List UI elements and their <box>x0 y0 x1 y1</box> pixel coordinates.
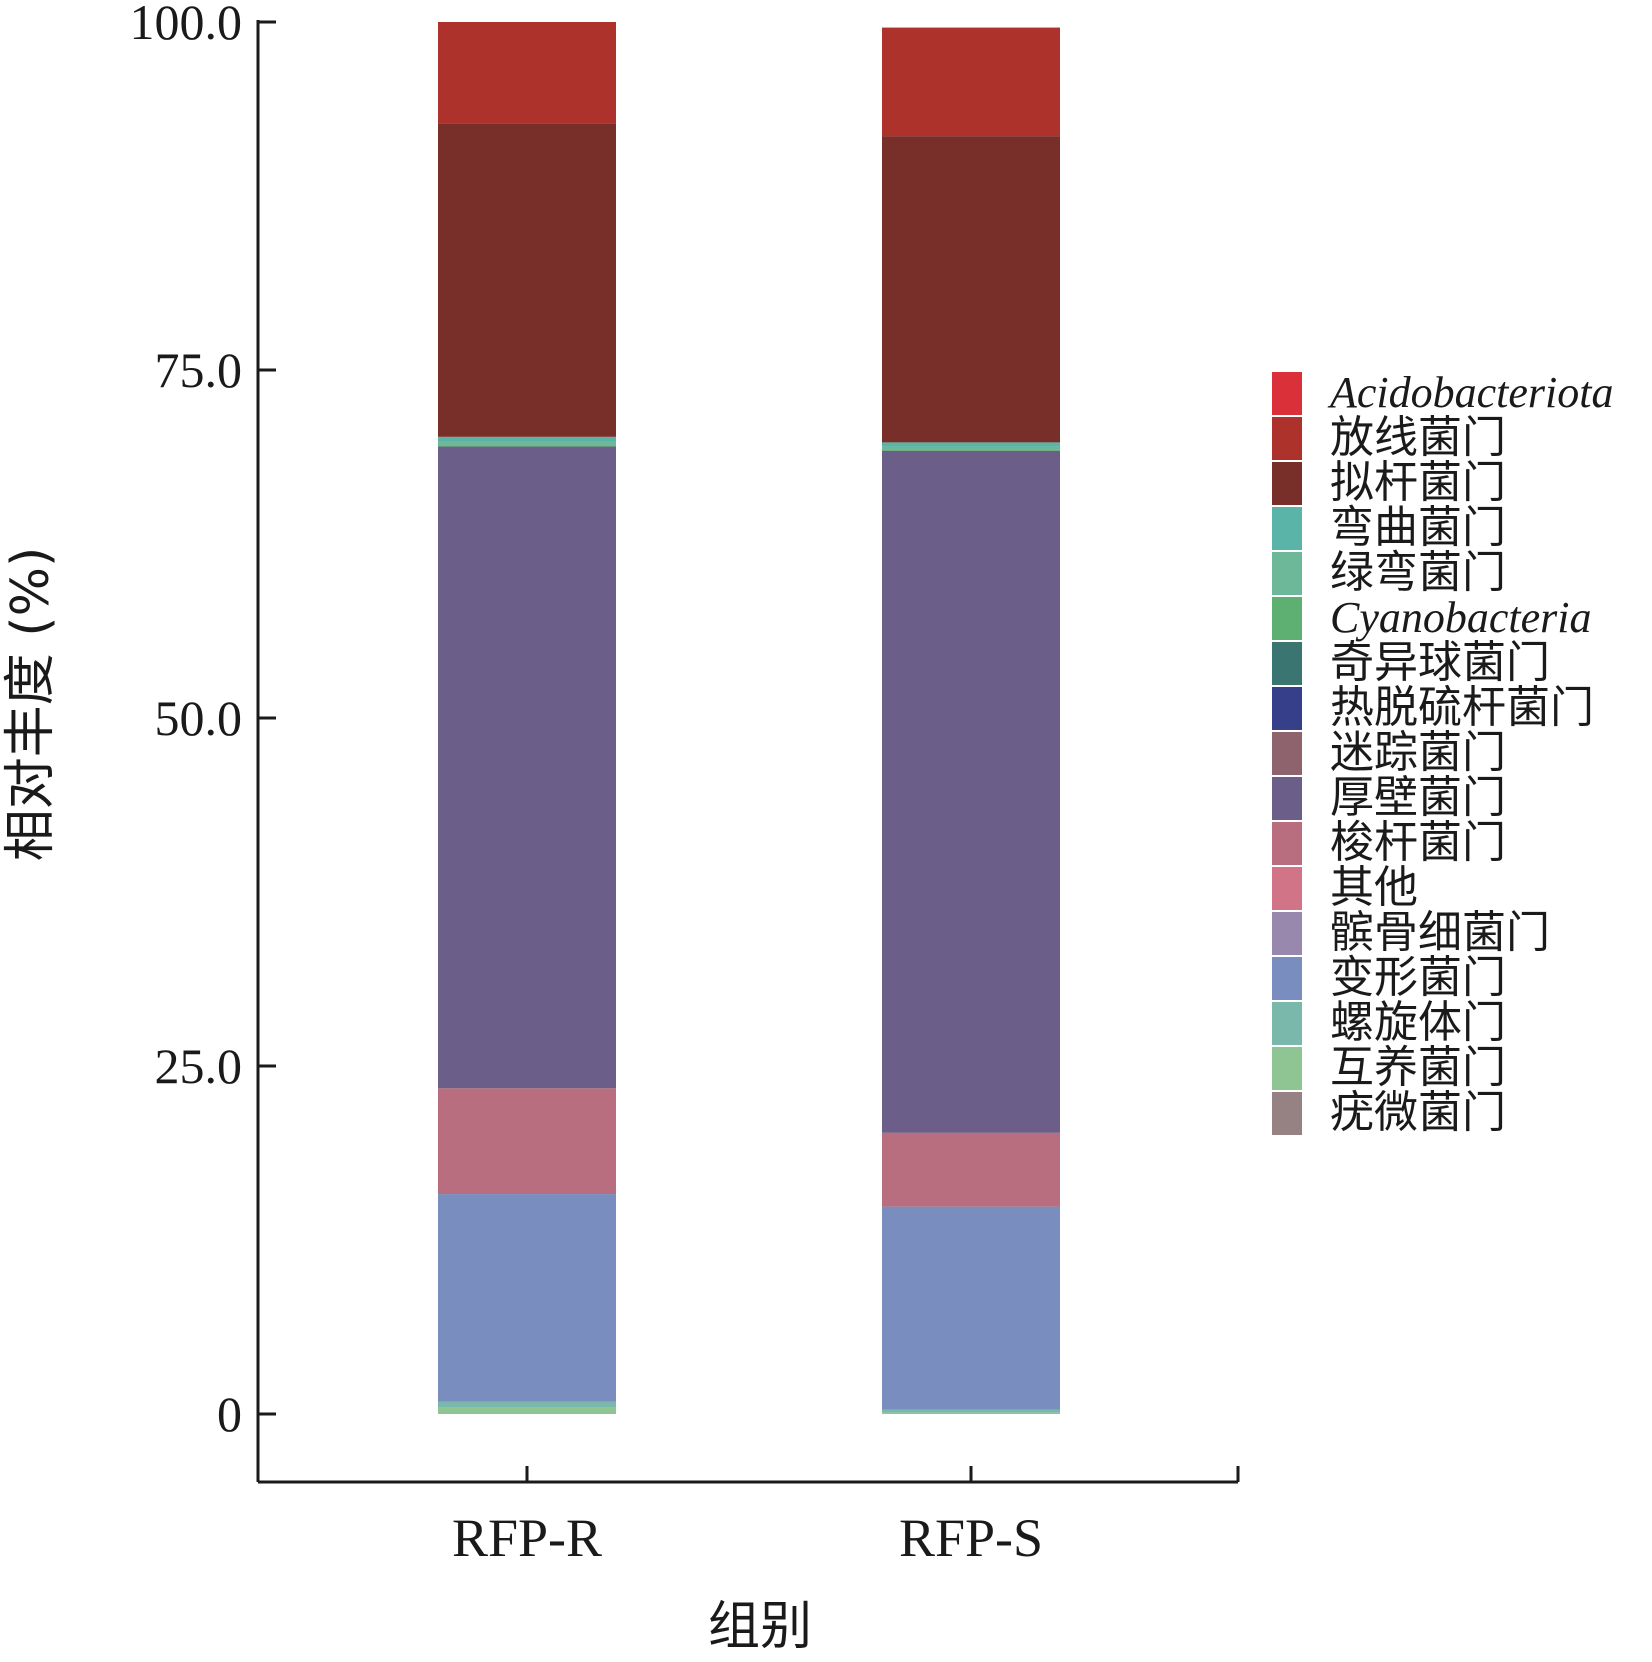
legend-label: Acidobacteriota <box>1327 368 1614 417</box>
bar-segment <box>438 1194 616 1402</box>
x-axis-title: 组别 <box>708 1597 812 1657</box>
bar-segment <box>438 436 616 441</box>
legend-swatch <box>1272 1002 1302 1045</box>
bar-segment <box>882 1206 1060 1410</box>
legend-label: 髌骨细菌门 <box>1330 907 1550 958</box>
bar-segment <box>882 1412 1060 1414</box>
legend-label: 其他 <box>1330 862 1418 913</box>
bar-segment <box>438 440 616 446</box>
legend-label: 绿弯菌门 <box>1330 547 1506 598</box>
y-axis-title: 相对丰度 (%) <box>1 547 61 862</box>
legend-swatch <box>1272 822 1302 865</box>
legend-swatch <box>1272 777 1302 820</box>
bar-segment <box>882 442 1060 447</box>
legend-label: 弯曲菌门 <box>1330 502 1506 553</box>
legend-label: 奇异球菌门 <box>1330 637 1550 688</box>
bar-segment <box>438 123 616 437</box>
y-tick-label: 50.0 <box>155 690 243 746</box>
bar-segment <box>438 1407 616 1414</box>
legend-swatch <box>1272 867 1302 910</box>
legend-label: 疣微菌门 <box>1330 1087 1506 1138</box>
y-tick-label: 25.0 <box>155 1038 243 1094</box>
y-tick-label: 75.0 <box>155 342 243 398</box>
legend-swatch <box>1272 642 1302 685</box>
legend-label: 放线菌门 <box>1330 412 1506 463</box>
bar-segment <box>882 1132 1060 1207</box>
bar-segment <box>438 1401 616 1408</box>
legend-label: 迷踪菌门 <box>1330 727 1506 778</box>
legend-label: Cyanobacteria <box>1330 593 1592 642</box>
legend-label: 变形菌门 <box>1330 952 1506 1003</box>
legend-swatch <box>1272 372 1302 415</box>
bar-segment <box>882 446 1060 450</box>
legend-swatch <box>1272 462 1302 505</box>
bar-segment <box>882 449 1060 451</box>
legend-label: 螺旋体门 <box>1330 997 1506 1048</box>
axes-group: 0 25.0 50.0 75.0 100.0 RFP-R RFP-S <box>130 0 1240 1568</box>
legend-swatch <box>1272 507 1302 550</box>
legend-swatch <box>1272 597 1302 640</box>
legend-swatch <box>1272 912 1302 955</box>
y-tick-label: 0 <box>217 1386 242 1442</box>
bars-group <box>438 22 1060 1414</box>
legend: Acidobacteriota放线菌门拟杆菌门弯曲菌门绿弯菌门Cyanobact… <box>1272 368 1614 1138</box>
bar-segment <box>882 136 1060 443</box>
x-category-label: RFP-R <box>452 1508 602 1568</box>
bar-segment <box>438 1088 616 1195</box>
legend-swatch <box>1272 417 1302 460</box>
legend-label: 互养菌门 <box>1330 1042 1506 1093</box>
x-category-label: RFP-S <box>899 1508 1043 1568</box>
legend-label: 热脱硫杆菌门 <box>1330 682 1594 733</box>
legend-label: 梭杆菌门 <box>1330 817 1506 868</box>
legend-swatch <box>1272 552 1302 595</box>
bar-segment <box>882 450 1060 1133</box>
legend-swatch <box>1272 1092 1302 1135</box>
bar-segment <box>882 1409 1060 1413</box>
legend-swatch <box>1272 957 1302 1000</box>
legend-label: 拟杆菌门 <box>1330 457 1506 508</box>
legend-swatch <box>1272 732 1302 775</box>
legend-label: 厚壁菌门 <box>1330 772 1506 823</box>
bar-segment <box>438 446 616 1089</box>
y-tick-label: 100.0 <box>130 0 243 50</box>
bar-segment <box>438 22 616 124</box>
bar-segment <box>882 27 1060 137</box>
legend-swatch <box>1272 1047 1302 1090</box>
legend-swatch <box>1272 687 1302 730</box>
bar-segment <box>438 445 616 447</box>
